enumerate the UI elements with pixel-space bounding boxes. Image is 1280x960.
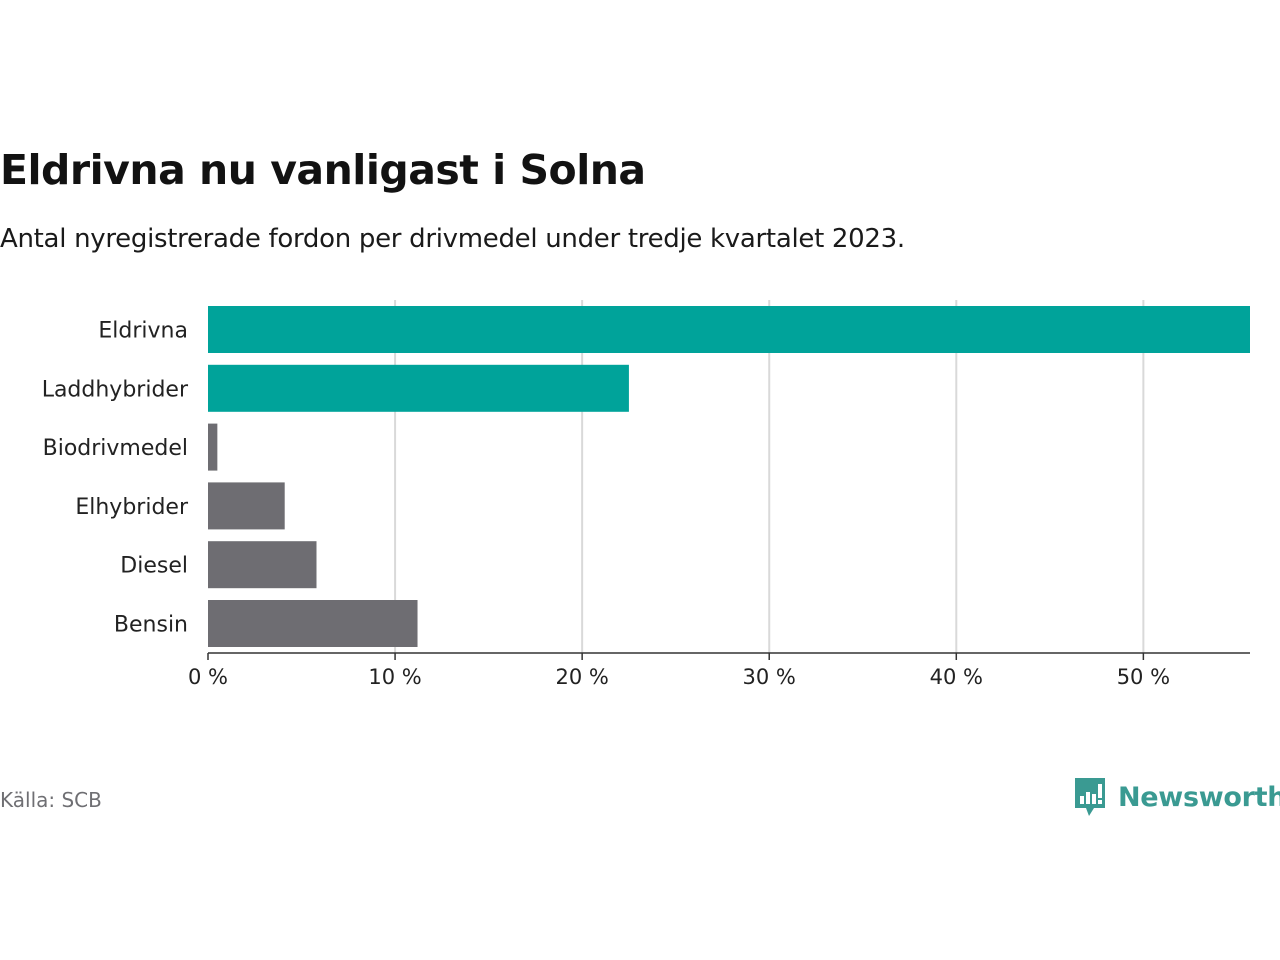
x-tick-label: 30 % bbox=[743, 665, 796, 689]
chart-subtitle: Antal nyregistrerade fordon per drivmede… bbox=[0, 224, 905, 254]
x-tick-label: 50 % bbox=[1117, 665, 1170, 689]
bar-elhybrider bbox=[208, 482, 285, 530]
bar-laddhybrider bbox=[208, 364, 629, 412]
chart-title: Eldrivna nu vanligast i Solna bbox=[0, 146, 646, 194]
brand-logo: Newsworthy bbox=[1072, 776, 1280, 818]
category-label: Biodrivmedel bbox=[43, 436, 188, 461]
x-tick-label: 10 % bbox=[368, 665, 421, 689]
category-label: Eldrivna bbox=[98, 319, 188, 344]
category-label: Diesel bbox=[120, 554, 188, 579]
x-tick-label: 0 % bbox=[188, 665, 228, 689]
bar-eldrivna bbox=[208, 306, 1250, 353]
category-label: Elhybrider bbox=[75, 495, 189, 520]
bar-bensin bbox=[208, 600, 418, 647]
category-label: Laddhybrider bbox=[42, 377, 189, 402]
x-tick-label: 20 % bbox=[555, 665, 608, 689]
category-label: Bensin bbox=[114, 613, 188, 638]
source-note: Källa: SCB bbox=[0, 788, 102, 812]
newsworthy-logo-icon bbox=[1075, 778, 1105, 816]
x-tick-label: 40 % bbox=[930, 665, 983, 689]
brand-name: Newsworthy bbox=[1118, 781, 1280, 813]
bar-biodrivmedel bbox=[208, 423, 218, 471]
bar-chart: 0 % 10 % 20 % 30 % 40 % 50 % Eldrivna Laddhybri… bbox=[42, 300, 1250, 689]
bar-diesel bbox=[208, 541, 317, 589]
